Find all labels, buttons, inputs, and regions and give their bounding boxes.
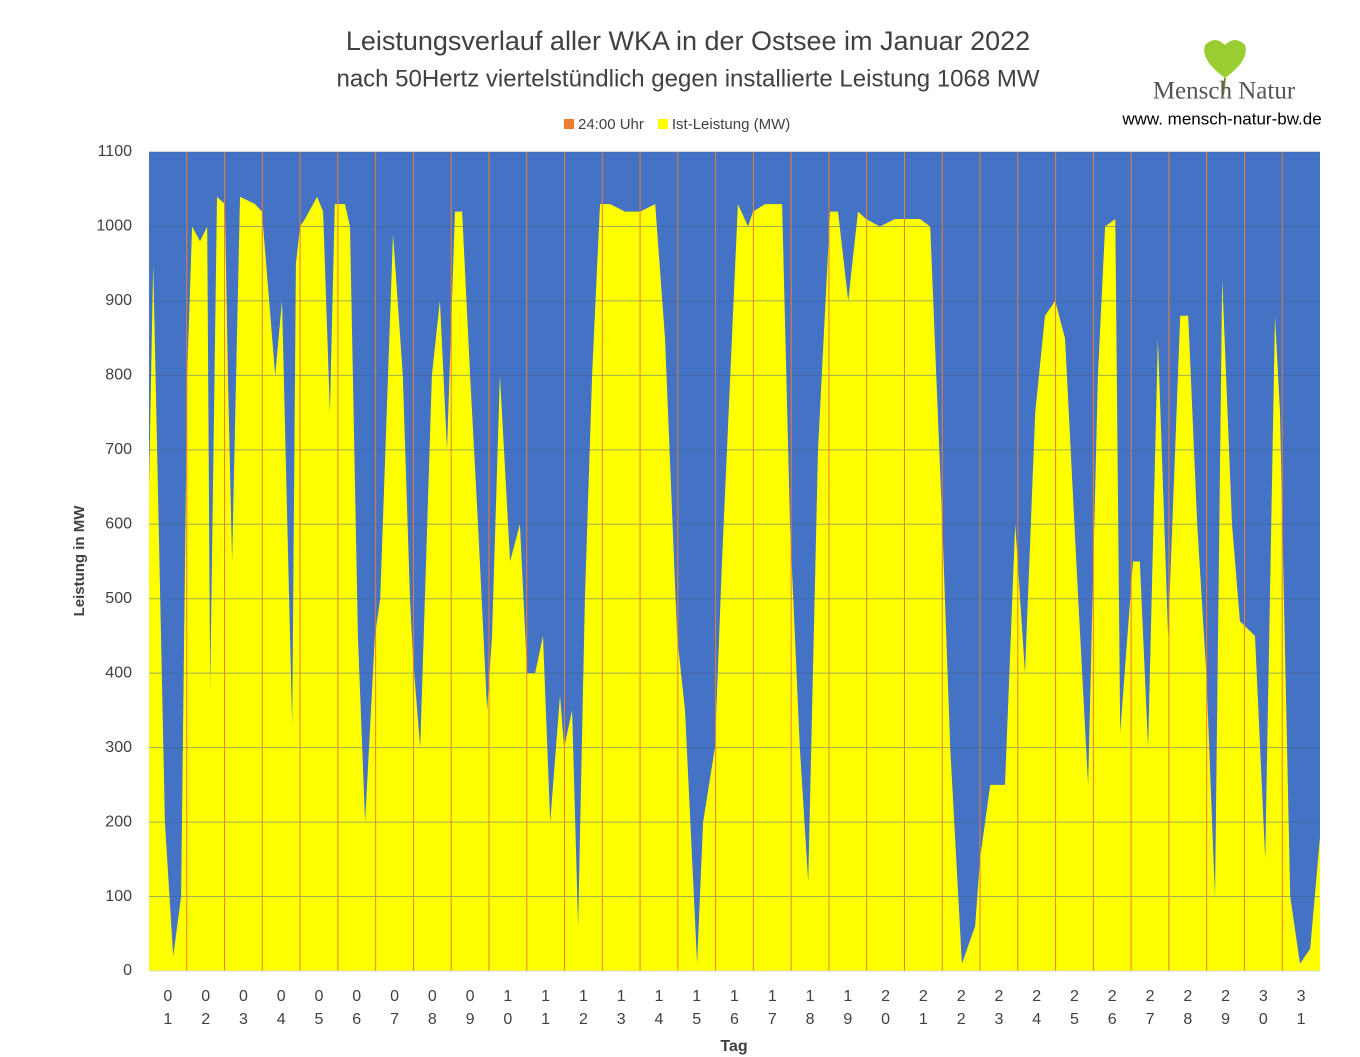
y-tick-label: 100 — [105, 888, 132, 905]
logo: Mensch Natur www. mensch-natur-bw.de — [1121, 40, 1322, 128]
y-tick-label: 1000 — [96, 218, 132, 235]
area — [149, 196, 1320, 971]
legend-label: Ist-Leistung (MW) — [672, 116, 790, 133]
logo-leaf — [1204, 40, 1246, 78]
y-tick-label: 800 — [105, 367, 132, 384]
y-tick-label: 0 — [123, 962, 132, 979]
y-tick-label: 1100 — [98, 143, 133, 160]
y-tick-label: 200 — [105, 813, 132, 830]
legend-label: 24:00 Uhr — [578, 116, 644, 133]
legend-swatch — [564, 119, 574, 129]
y-tick-label: 900 — [105, 292, 132, 309]
y-tick-label: 700 — [105, 441, 132, 458]
legend: 24:00 Uhr Ist-Leistung (MW) — [564, 116, 790, 133]
x-axis-title: Tag — [720, 1038, 747, 1055]
y-tick-label: 400 — [105, 664, 132, 681]
chart-title: Leistungsverlauf aller WKA in der Ostsee… — [346, 26, 1030, 56]
brand: Mensch Natur — [1153, 78, 1296, 105]
logo-stem — [1222, 77, 1226, 96]
y-tick-label: 600 — [105, 515, 132, 532]
chart-subtitle: nach 50Hertz viertelstündlich gegen inst… — [336, 65, 1039, 92]
legend-swatch — [657, 119, 668, 129]
y-axis-title: Leistung in MW — [71, 505, 88, 617]
website: www. mensch-natur-bw.de — [1121, 109, 1321, 128]
y-tick-label: 300 — [105, 739, 132, 756]
y-tick-label: 500 — [105, 590, 132, 607]
plot-area — [149, 151, 1320, 972]
